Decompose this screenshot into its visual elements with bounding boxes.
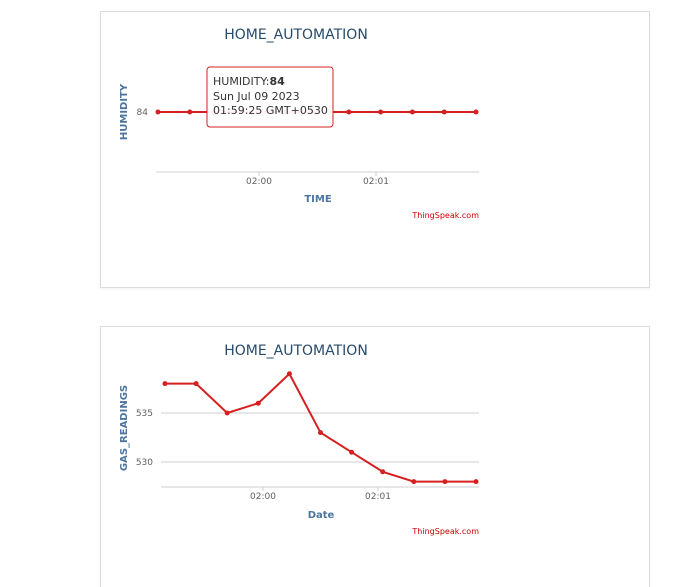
tooltip-label: HUMIDITY: [213, 75, 269, 88]
gas-readings-chart-card: HOME_AUTOMATION GAS_READINGS Date ThingS… [100, 326, 650, 587]
x-tick-label: 02:01 [365, 492, 391, 502]
x-axis-title: Date [308, 510, 335, 521]
tooltip-time: 01:59:25 GMT+0530 [213, 104, 328, 117]
data-point[interactable] [411, 479, 417, 485]
series [162, 371, 479, 485]
grid [156, 171, 479, 176]
humidity-chart-card: HOME_AUTOMATION HUMIDITY TIME ThingSpeak… [100, 11, 650, 288]
data-point[interactable] [442, 479, 448, 485]
data-point[interactable] [380, 469, 386, 475]
y-tick-label: 530 [136, 458, 153, 468]
chart-title: HOME_AUTOMATION [224, 27, 368, 43]
data-point[interactable] [318, 430, 323, 436]
data-point[interactable] [409, 109, 415, 115]
data-point[interactable] [441, 109, 447, 115]
data-point[interactable] [162, 381, 168, 387]
data-point[interactable] [286, 371, 292, 377]
tick-labels: 84 02:00 02:01 [137, 108, 389, 187]
data-point[interactable] [155, 109, 161, 115]
y-tick-label: 535 [136, 409, 153, 419]
data-point[interactable] [193, 381, 199, 387]
tooltip-date: Sun Jul 09 2023 [213, 90, 300, 103]
tick-labels: 535 530 02:00 02:01 [136, 409, 391, 502]
data-tooltip: HUMIDITY:84 Sun Jul 09 2023 01:59:25 GMT… [206, 66, 334, 128]
data-point[interactable] [346, 109, 352, 115]
data-point[interactable] [473, 109, 479, 115]
thingspeak-credit-link[interactable]: ThingSpeak.com [411, 527, 479, 536]
data-point[interactable] [255, 400, 261, 406]
data-point[interactable] [349, 449, 355, 455]
humidity-chart: HOME_AUTOMATION HUMIDITY TIME ThingSpeak… [119, 27, 479, 220]
x-tick-label: 02:00 [246, 177, 272, 187]
x-tick-label: 02:01 [363, 177, 389, 187]
chart-title: HOME_AUTOMATION [224, 343, 368, 359]
x-tick-label: 02:00 [250, 492, 276, 502]
data-point[interactable] [224, 410, 230, 416]
gas-readings-chart: HOME_AUTOMATION GAS_READINGS Date ThingS… [119, 343, 479, 536]
y-axis-title: HUMIDITY [119, 83, 130, 140]
thingspeak-credit-link[interactable]: ThingSpeak.com [411, 211, 479, 220]
y-tick-label: 84 [137, 108, 149, 118]
tooltip-line-1: HUMIDITY:84 [213, 75, 285, 88]
tooltip-value: 84 [269, 75, 285, 88]
tooltip-box [206, 66, 334, 128]
data-point[interactable] [378, 109, 384, 115]
data-point[interactable] [187, 109, 193, 115]
x-axis-title: TIME [304, 194, 331, 205]
grid [161, 412, 479, 491]
data-point[interactable] [473, 479, 479, 485]
y-axis-title: GAS_READINGS [119, 385, 130, 471]
series-line [165, 372, 476, 483]
